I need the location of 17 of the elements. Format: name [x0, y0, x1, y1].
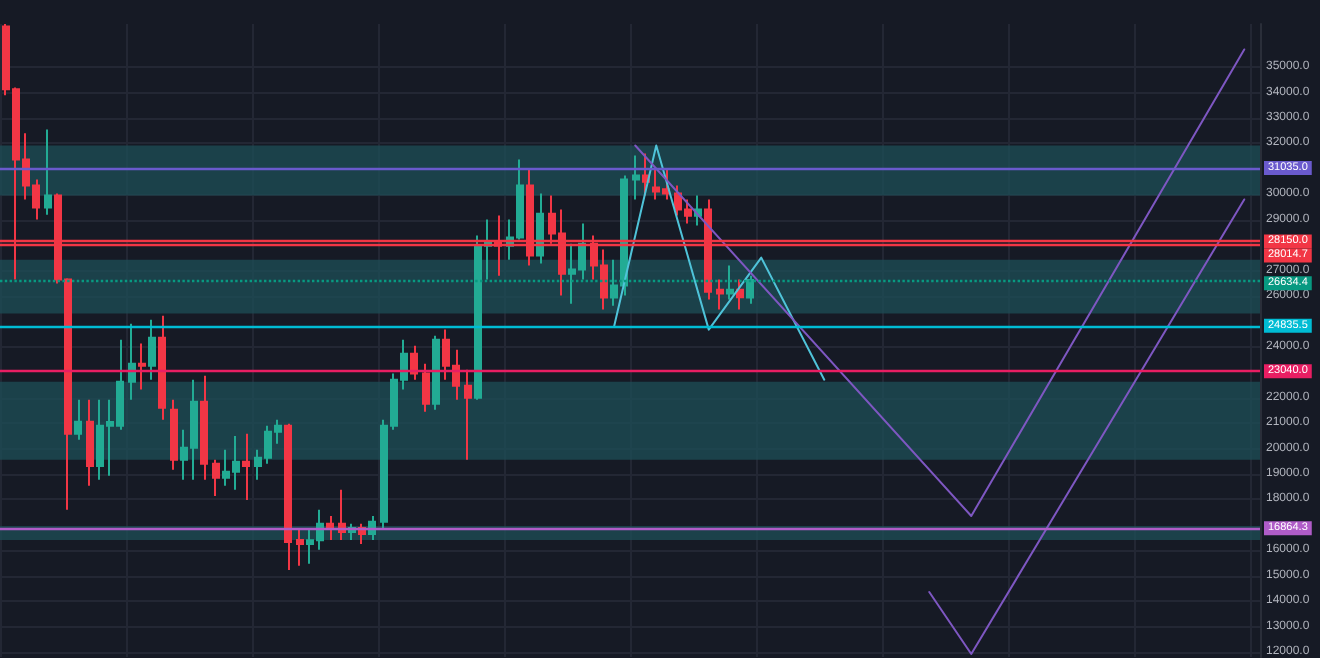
- candlestick: [746, 274, 754, 305]
- candlestick: [284, 422, 292, 571]
- candlestick: [44, 128, 52, 216]
- candlestick: [726, 264, 734, 301]
- candlestick: [536, 192, 544, 265]
- line-series: [613, 144, 826, 381]
- candlestick: [410, 344, 418, 381]
- candlestick: [326, 514, 334, 541]
- candlestick: [632, 154, 640, 201]
- candlestick: [338, 488, 346, 541]
- candlestick: [736, 278, 744, 311]
- candlestick: [716, 278, 724, 311]
- candlestick: [296, 528, 304, 567]
- candlestick: [148, 318, 156, 381]
- candlestick: [128, 322, 136, 401]
- candlestick: [138, 342, 146, 391]
- candlestick: [212, 458, 220, 497]
